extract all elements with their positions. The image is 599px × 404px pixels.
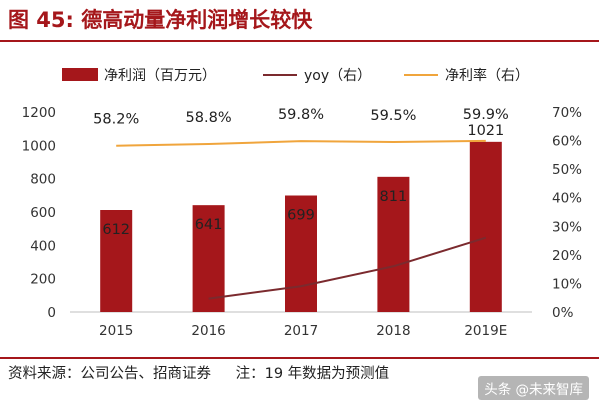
bar-net-profit bbox=[100, 210, 133, 312]
bar-net-profit bbox=[377, 176, 410, 312]
note-text: 注：19 年数据为预测值 bbox=[235, 366, 390, 382]
line-series bbox=[116, 139, 487, 300]
y-left-tick-label: 0 bbox=[47, 305, 56, 321]
margin-value-label: 58.8% bbox=[186, 110, 232, 126]
title-divider bbox=[0, 40, 599, 42]
source-line: 资料来源：公司公告、招商证券 注：19 年数据为预测值 bbox=[8, 362, 389, 383]
legend-swatch-net-profit bbox=[62, 68, 98, 81]
bar-value-label: 641 bbox=[195, 217, 223, 233]
bar-value-label: 811 bbox=[380, 189, 408, 205]
y-left-tick-label: 1000 bbox=[22, 138, 56, 154]
margin-value-label: 59.5% bbox=[370, 108, 416, 124]
x-tick-label: 2018 bbox=[376, 323, 410, 339]
margin-value-label: 58.2% bbox=[93, 112, 139, 128]
chart: 净利润（百万元） yoy（右） 净利率（右） 0 200 400 600 800 1000 12… bbox=[22, 67, 583, 339]
bar-value-label: 1021 bbox=[467, 123, 504, 139]
source-text: 资料来源：公司公告、招商证券 bbox=[8, 366, 211, 382]
y-right-tick-label: 30% bbox=[552, 219, 582, 235]
x-tick-label: 2016 bbox=[191, 323, 225, 339]
margin-value-label: 59.9% bbox=[463, 107, 509, 123]
x-tick-label: 2017 bbox=[284, 323, 318, 339]
y-left-tick-label: 600 bbox=[30, 205, 56, 221]
legend-label-margin: 净利率（右） bbox=[445, 67, 529, 84]
y-left-tick-label: 400 bbox=[30, 238, 56, 254]
watermark: 头条 @未来智库 bbox=[478, 376, 589, 400]
y-left-tick-label: 200 bbox=[30, 272, 56, 288]
y-right-tick-label: 50% bbox=[552, 162, 582, 178]
x-tick-label: 2015 bbox=[99, 323, 133, 339]
y-left-tick-label: 1200 bbox=[22, 105, 56, 121]
figure-title: 图 45: 德高动量净利润增长较快 bbox=[8, 8, 313, 32]
bar-net-profit bbox=[469, 141, 502, 312]
line-yoy bbox=[208, 236, 487, 300]
legend-label-yoy: yoy（右） bbox=[304, 68, 371, 84]
y-right-tick-label: 70% bbox=[552, 105, 582, 121]
y-right-tick-label: 40% bbox=[552, 191, 582, 207]
bar-series bbox=[100, 141, 502, 312]
source-divider bbox=[0, 357, 599, 359]
y-right-tick-label: 20% bbox=[552, 248, 582, 264]
bar-value-label: 612 bbox=[102, 222, 130, 238]
legend-label-net-profit: 净利润（百万元） bbox=[104, 68, 216, 84]
bar-net-profit bbox=[285, 195, 317, 312]
y-right-tick-label: 60% bbox=[552, 134, 582, 150]
y-left-tick-label: 800 bbox=[30, 172, 56, 188]
line-net-margin bbox=[116, 139, 486, 147]
chart-legend: 净利润（百万元） yoy（右） 净利率（右） bbox=[62, 67, 529, 84]
x-tick-label: 2019E bbox=[464, 323, 507, 339]
margin-value-label: 59.8% bbox=[278, 107, 324, 123]
y-right-tick-label: 10% bbox=[552, 276, 582, 292]
bar-net-profit bbox=[192, 205, 225, 312]
chart-axes: 0 200 400 600 800 1000 1200 0% 10% 20% 30% 40% 50% 60… bbox=[22, 105, 583, 339]
y-right-tick-label: 0% bbox=[552, 305, 574, 321]
data-labels: 612 641 699 811 1021 58.2% 58.8% 59.8% 59.5% 59.9… bbox=[93, 107, 509, 238]
bar-value-label: 699 bbox=[287, 208, 315, 224]
